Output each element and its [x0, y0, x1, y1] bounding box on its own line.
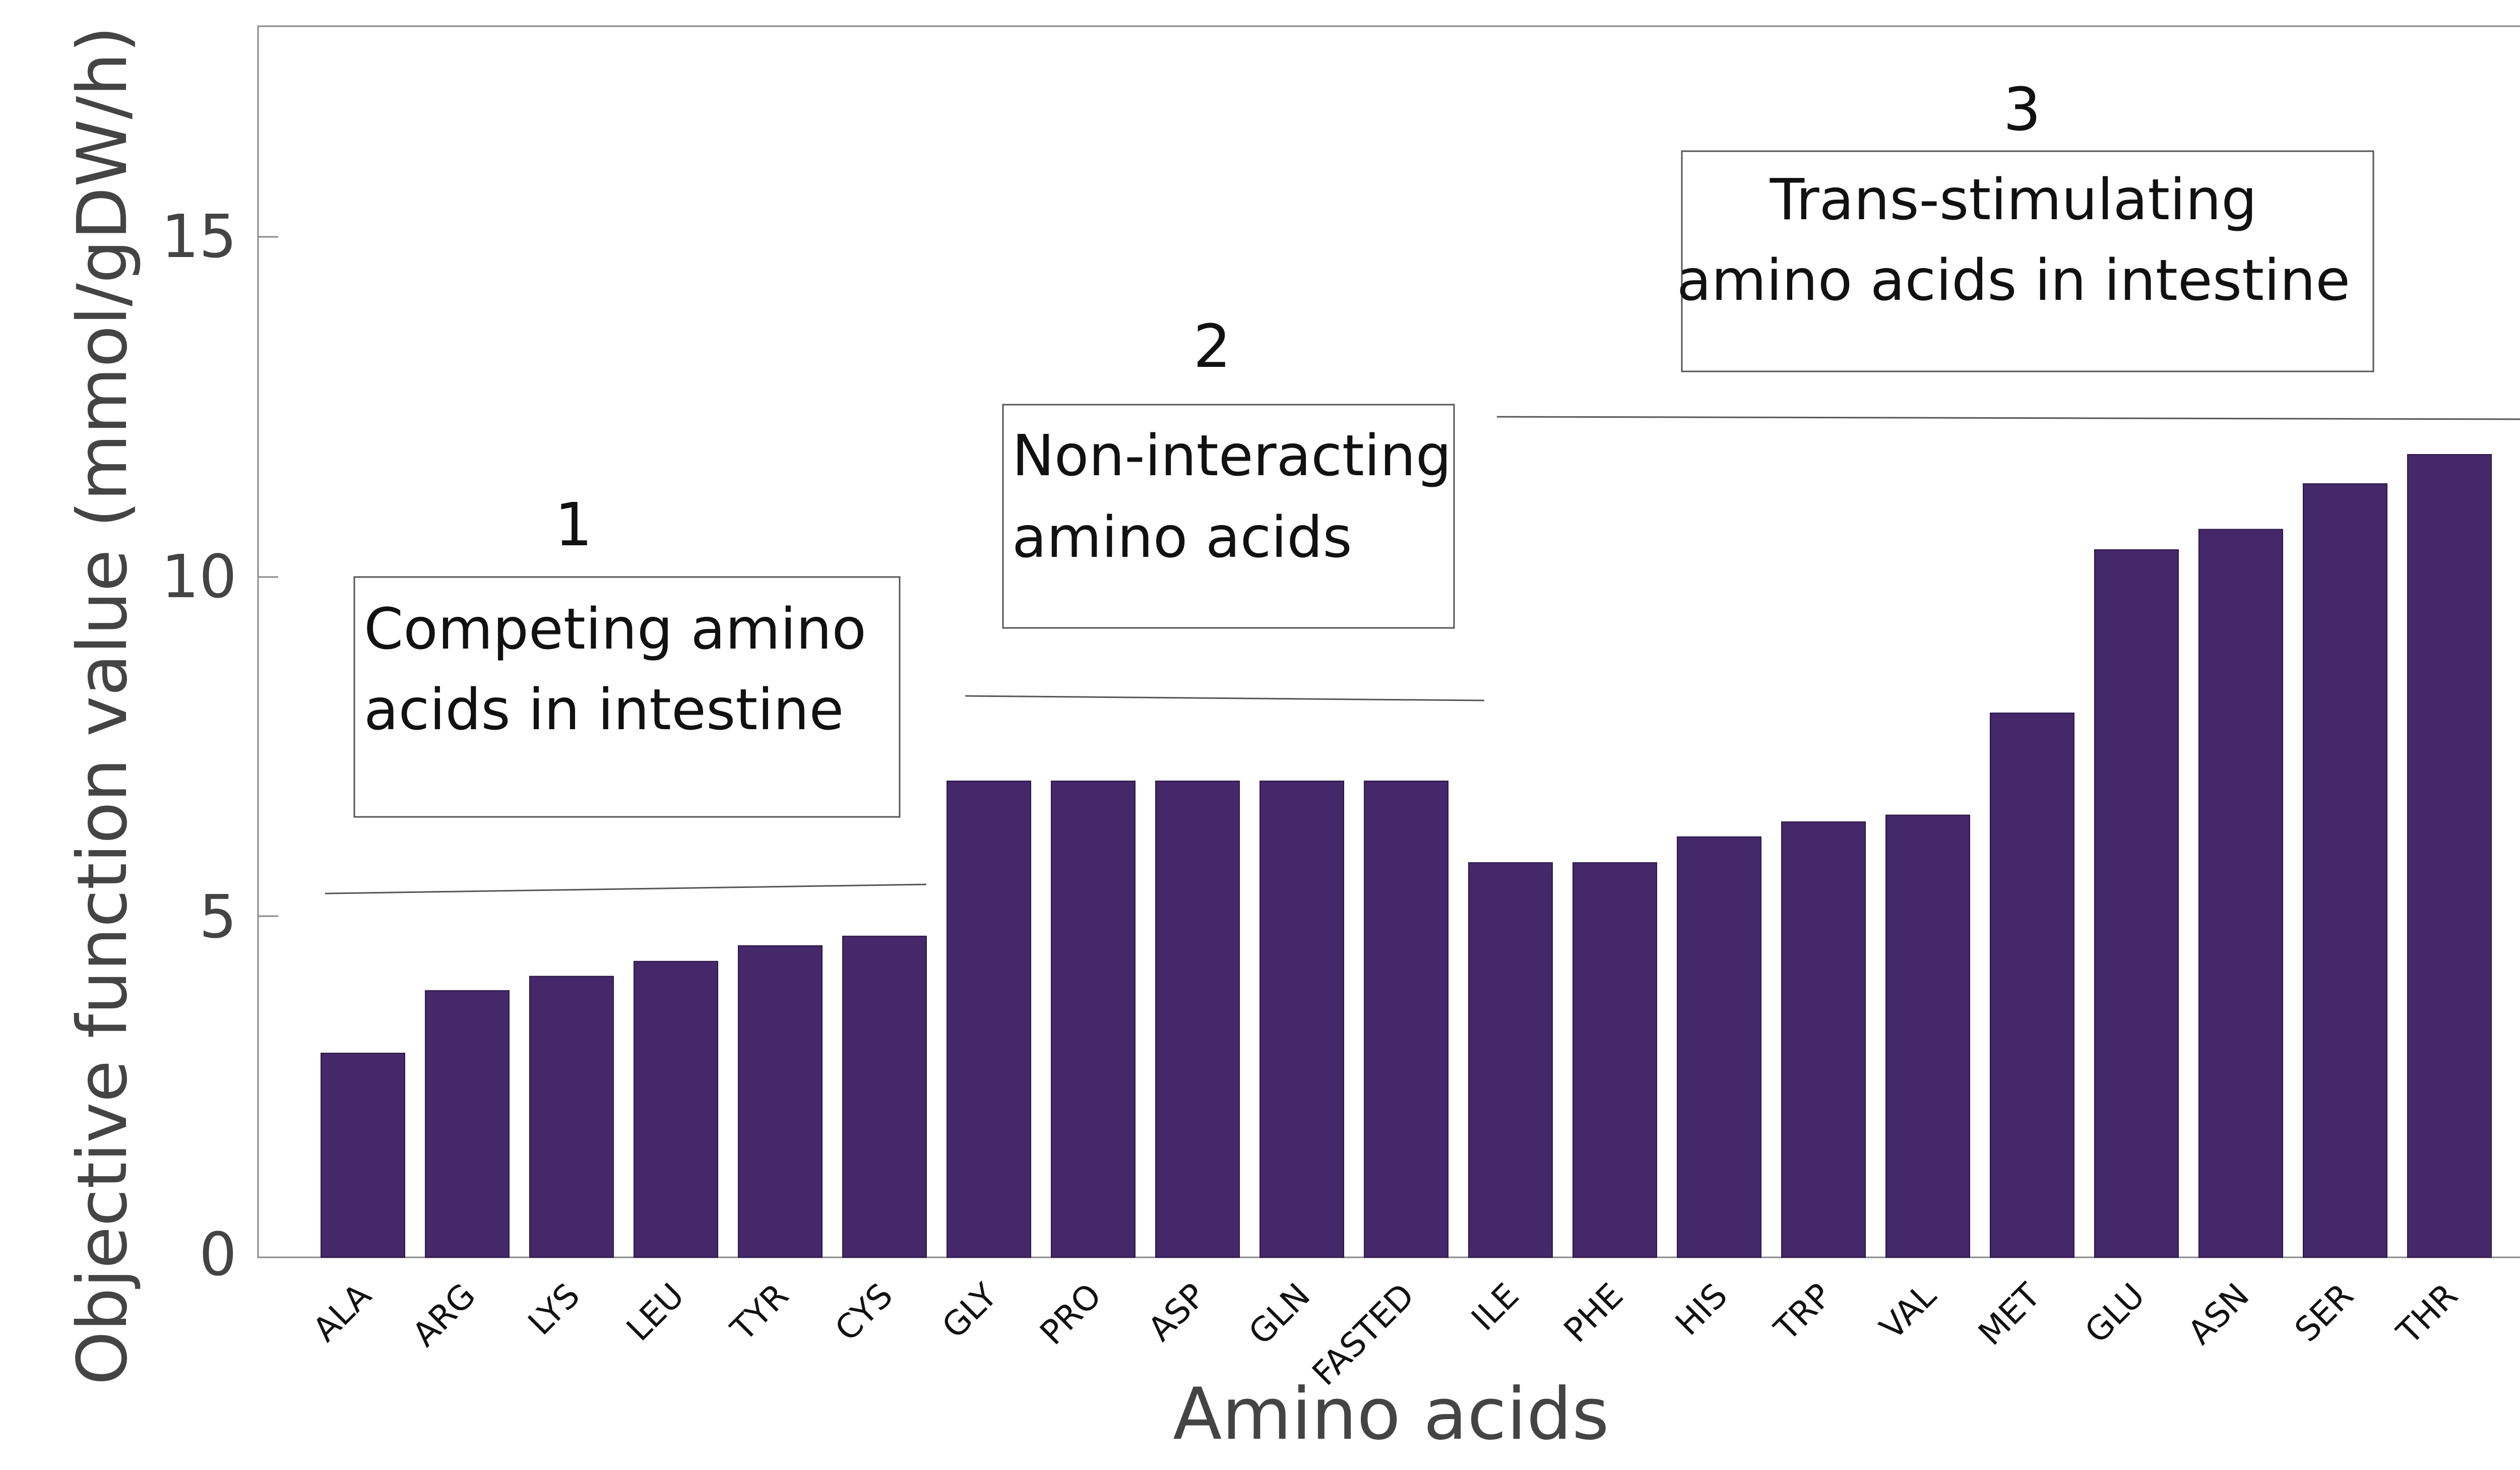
bar-lys: [529, 976, 614, 1258]
group-2-label-line-1: Non-interacting: [1012, 423, 1452, 489]
bar-ser: [2303, 483, 2387, 1258]
bar-thr: [2407, 454, 2492, 1258]
bar-his: [1677, 836, 1761, 1258]
bar-cys: [842, 935, 927, 1258]
bar-fasted: [1364, 781, 1448, 1258]
group-1-label-line-1: Competing amino: [364, 597, 866, 662]
bar-val: [1885, 814, 1970, 1258]
y-axis: 0 5 10 15: [161, 202, 278, 1289]
bar-asn: [2198, 529, 2283, 1258]
group-2-box: [1002, 404, 1455, 629]
group-3-label-line-2: amino acids in intestine: [1677, 248, 2350, 313]
group-2-line: [965, 695, 1485, 701]
bar-series: [321, 454, 2492, 1258]
group-3-number: 3: [2003, 75, 2041, 144]
group-1-box: [353, 576, 901, 818]
bar-pro: [1051, 781, 1136, 1258]
bar-glu: [2094, 549, 2179, 1258]
group-1-line: [325, 883, 927, 894]
bar-phe: [1572, 862, 1657, 1258]
y-tick-label-10: 10: [161, 542, 237, 611]
bar-arg: [425, 990, 510, 1258]
y-axis-label: Objective function value (mmol/gDW/h): [63, 26, 143, 1385]
bar-met: [1990, 713, 2074, 1258]
y-tick-label-15: 15: [161, 202, 237, 271]
group-3-line: [1496, 416, 2520, 420]
bar-trp: [1781, 821, 1866, 1258]
bar-gly: [947, 781, 1031, 1258]
bar-tyr: [738, 945, 823, 1258]
group-1-number: 1: [554, 490, 592, 559]
bar-leu: [634, 961, 718, 1258]
bar-asp: [1155, 781, 1240, 1258]
group-3-box: [1681, 150, 2374, 372]
bar-ile: [1468, 862, 1553, 1258]
group-3-label-line-1: Trans-stimulating: [1770, 167, 2257, 233]
x-axis-label: Amino acids: [1173, 1373, 1609, 1456]
group-2-number: 2: [1193, 311, 1231, 381]
y-tick-label-0: 0: [199, 1220, 237, 1289]
y-tick-label-5: 5: [199, 882, 237, 951]
group-1-label-line-2: acids in intestine: [364, 677, 844, 743]
bar-gln: [1259, 781, 1344, 1258]
bar-ala: [321, 1053, 405, 1258]
group-2-label-line-2: amino acids: [1012, 505, 1352, 570]
